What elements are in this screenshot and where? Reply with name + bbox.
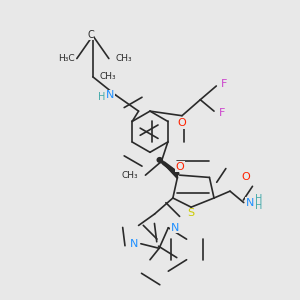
Text: CH₃: CH₃: [122, 171, 139, 180]
Text: C: C: [87, 29, 94, 40]
Text: F: F: [221, 79, 227, 89]
Text: O: O: [175, 162, 184, 172]
Text: H: H: [98, 92, 106, 102]
Text: N: N: [106, 90, 114, 100]
Text: O: O: [178, 118, 186, 128]
Text: H₃C: H₃C: [58, 54, 75, 63]
Polygon shape: [161, 161, 177, 178]
Text: N: N: [246, 198, 254, 208]
Text: CH₃: CH₃: [100, 72, 116, 81]
Text: F: F: [219, 108, 225, 118]
Text: ●: ●: [155, 154, 163, 164]
Text: S: S: [188, 208, 195, 218]
Text: H: H: [255, 194, 262, 204]
Text: O: O: [242, 172, 250, 182]
Text: N: N: [130, 239, 139, 249]
Text: N: N: [171, 223, 179, 233]
Text: CH₃: CH₃: [116, 54, 132, 63]
Text: H: H: [255, 201, 262, 211]
